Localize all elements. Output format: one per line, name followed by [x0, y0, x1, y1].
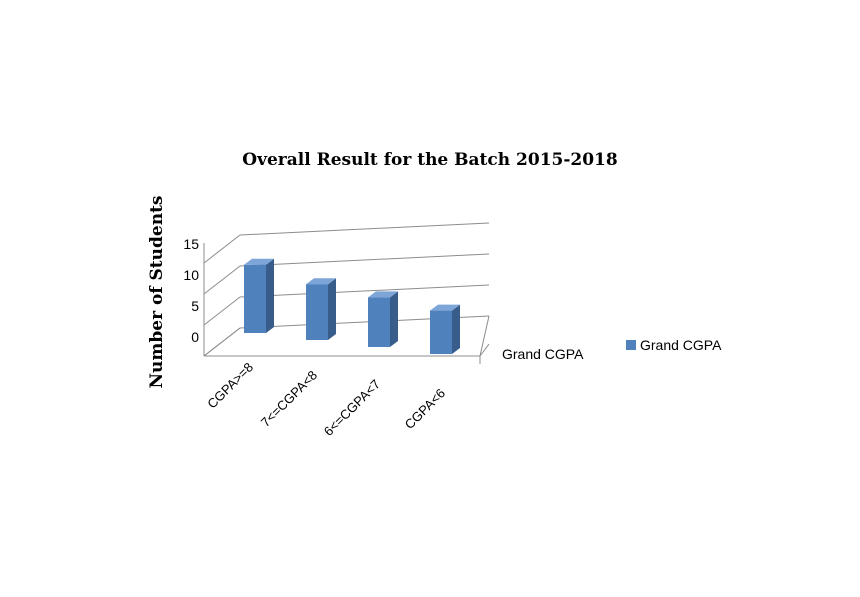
bar-top	[306, 278, 336, 285]
y-tick-label: 5	[191, 298, 199, 314]
y-tick-label: 15	[183, 236, 199, 252]
bar-top	[430, 304, 460, 311]
y-tick-label: 10	[183, 267, 199, 283]
bar-top	[244, 258, 274, 265]
gridline-left	[203, 234, 241, 264]
gridline-left	[203, 265, 241, 295]
depth-axis-line	[479, 343, 490, 357]
bar	[430, 310, 452, 354]
bar-side	[452, 304, 460, 354]
chart-title: Overall Result for the Batch 2015-2018	[242, 150, 618, 170]
gridline	[239, 253, 490, 267]
legend: Grand CGPA	[626, 337, 721, 353]
bar	[244, 264, 266, 333]
gridline	[239, 222, 490, 236]
x-tick-label: CGPA<6	[402, 386, 448, 432]
x-tick-label: 6<=CGPA<7	[321, 377, 383, 439]
x-tick-label: 7<=CGPA<8	[258, 368, 320, 430]
floor-right-edge	[479, 315, 490, 357]
legend-label: Grand CGPA	[640, 337, 722, 353]
depth-axis-label: Grand CGPA	[502, 346, 584, 362]
gridline	[239, 284, 490, 298]
bar-side	[266, 258, 274, 333]
x-tick-label: CGPA>=8	[204, 360, 256, 412]
legend-swatch	[626, 340, 636, 350]
bar-side	[328, 278, 336, 340]
bar	[306, 284, 328, 340]
y-tick-label: 0	[191, 329, 199, 345]
bar	[368, 297, 390, 347]
bar-side	[390, 291, 398, 347]
bar-top	[368, 291, 398, 298]
floor-left-edge	[203, 327, 241, 357]
gridline-left	[203, 296, 241, 326]
